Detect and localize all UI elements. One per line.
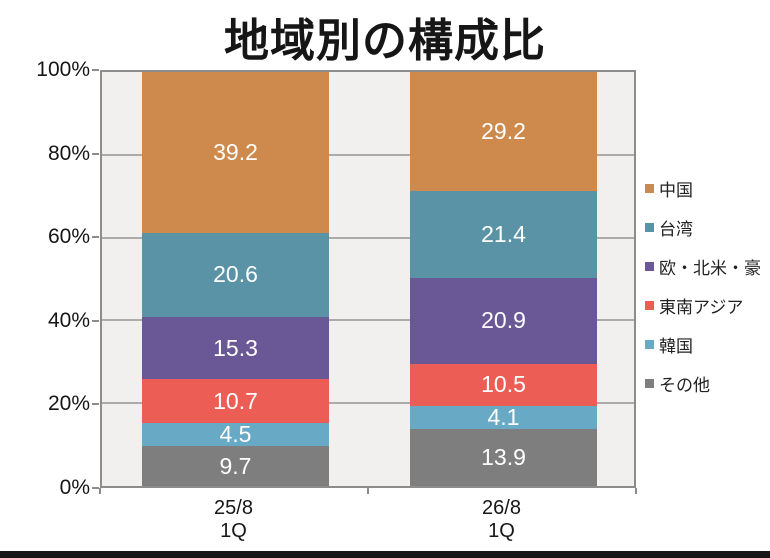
legend-marker-square <box>645 301 654 310</box>
bar-segment: 20.6 <box>142 232 329 317</box>
legend-marker-square <box>645 184 654 193</box>
legend-label: 韓国 <box>659 337 693 356</box>
bar-segment-value: 4.1 <box>487 404 520 431</box>
legend-label: 台湾 <box>659 220 693 239</box>
y-axis-label: 20% <box>47 392 90 416</box>
legend-label: 中国 <box>659 181 693 200</box>
gridline <box>102 153 634 156</box>
legend-item: 台湾 <box>645 208 761 247</box>
gridline <box>102 236 634 239</box>
x-axis-label-line: 25/8 <box>214 497 253 519</box>
bar-segment-value: 29.2 <box>481 118 526 145</box>
bottom-divider-bar <box>0 551 770 558</box>
bar-segment: 15.3 <box>142 316 329 380</box>
legend-item: 欧・北米・豪 <box>645 247 761 286</box>
x-axis-category-label: 25/8 1Q <box>134 497 334 543</box>
y-axis-label: 0% <box>59 476 90 499</box>
x-axis-label-line: 1Q <box>220 520 247 542</box>
bar-segment: 4.5 <box>142 421 329 448</box>
bar-segment-value: 39.2 <box>213 138 258 165</box>
plot-area: 39.2 20.6 15.3 10.7 4.5 9.7 29.2 21.4 20.9 10.5 4.… <box>100 70 636 488</box>
bar-segment-value: 20.6 <box>213 261 258 288</box>
bar-segment: 10.5 <box>410 363 597 407</box>
legend-label: その他 <box>659 376 710 395</box>
legend-marker-square <box>645 340 654 349</box>
bar-segment-value: 4.5 <box>219 421 252 448</box>
y-axis-tick <box>92 152 99 155</box>
legend-item: 東南アジア <box>645 286 761 325</box>
legend-label: 東南アジア <box>659 298 744 317</box>
bar-segment-value: 21.4 <box>481 221 526 248</box>
bar-segment: 21.4 <box>410 191 597 279</box>
bar-segment-value: 9.7 <box>219 452 252 479</box>
x-axis-category-label: 26/8 1Q <box>402 497 602 543</box>
y-axis-label: 100% <box>36 58 90 81</box>
x-axis-label-line: 26/8 <box>482 497 521 519</box>
x-axis-tick <box>635 488 637 494</box>
y-axis-label: 40% <box>47 308 90 332</box>
gridline <box>102 402 634 405</box>
y-axis-tick <box>92 319 99 322</box>
bar-segment: 4.1 <box>410 404 597 431</box>
x-axis-tick <box>99 488 101 494</box>
x-axis-label-line: 1Q <box>488 520 515 542</box>
bar-segment-value: 20.9 <box>481 307 526 334</box>
bar-segment: 29.2 <box>410 72 597 192</box>
bar-segment: 10.7 <box>142 379 329 424</box>
legend-item: 韓国 <box>645 325 761 364</box>
bar-segment-value: 13.9 <box>481 444 526 471</box>
bar-segment: 13.9 <box>410 429 597 486</box>
bar-segment-value: 10.7 <box>213 387 258 414</box>
x-axis-tick <box>367 488 369 494</box>
legend-item: 中国 <box>645 169 761 208</box>
legend-marker-square <box>645 379 654 388</box>
legend-marker-square <box>645 262 654 271</box>
legend-label: 欧・北米・豪 <box>659 259 761 278</box>
legend-marker-square <box>645 223 654 232</box>
stacked-bar-2: 29.2 21.4 20.9 10.5 4.1 13.9 <box>410 72 597 486</box>
bar-segment-value: 15.3 <box>213 334 258 361</box>
bar-segment: 20.9 <box>410 278 597 364</box>
y-axis-label: 80% <box>47 141 90 165</box>
bar-segment: 9.7 <box>142 446 329 487</box>
y-axis-tick <box>92 236 99 239</box>
stacked-bar-1: 39.2 20.6 15.3 10.7 4.5 9.7 <box>142 72 329 487</box>
y-axis-tick <box>92 69 99 71</box>
legend: 中国台湾欧・北米・豪 東南アジア韓国その他 <box>645 169 761 403</box>
chart-title: 地域別の構成比 <box>223 15 546 66</box>
bar-segment: 39.2 <box>142 72 329 233</box>
y-axis-tick <box>92 403 99 406</box>
gridline <box>102 319 634 322</box>
y-axis-tick <box>92 487 99 489</box>
legend-item: その他 <box>645 364 761 403</box>
y-axis-label: 60% <box>47 225 90 249</box>
bar-segment-value: 10.5 <box>481 371 526 398</box>
